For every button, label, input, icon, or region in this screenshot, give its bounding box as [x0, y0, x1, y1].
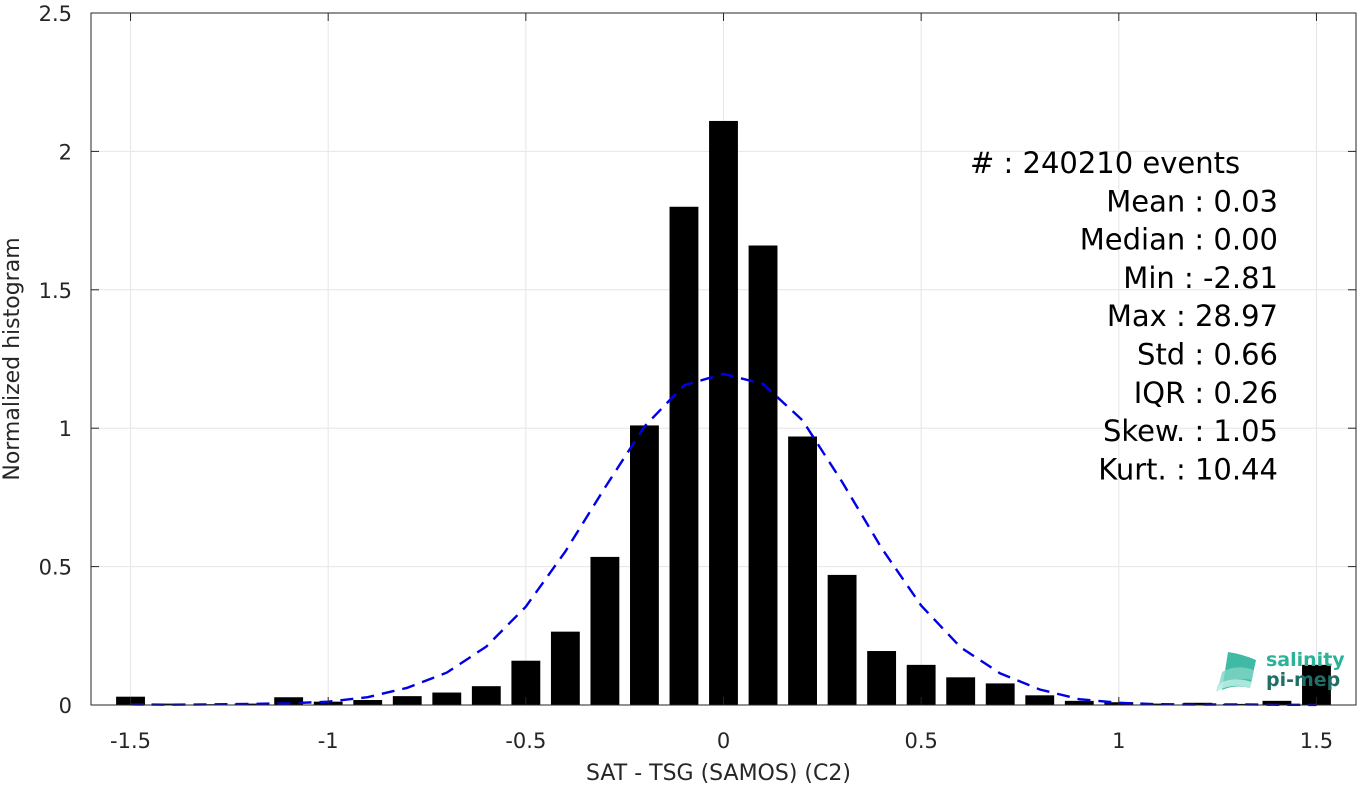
histogram-bar [353, 700, 383, 705]
stat-line: Mean : 0.03 [1106, 184, 1278, 218]
histogram-bar [1222, 703, 1252, 705]
stat-line: Min : -2.81 [1123, 261, 1278, 295]
histogram-bar [155, 703, 185, 705]
y-tick-label: 2.5 [39, 2, 72, 26]
stat-line: Kurt. : 10.44 [1098, 452, 1278, 486]
x-tick-label: 1 [1112, 729, 1125, 753]
histogram-bar [788, 436, 817, 705]
y-tick-label: 2 [59, 140, 72, 164]
histogram-bars [116, 120, 1331, 705]
y-tick-label: 1.5 [39, 279, 72, 303]
histogram-bar [985, 683, 1015, 705]
x-tick-label: 0 [717, 729, 730, 753]
histogram-bar [234, 703, 264, 705]
histogram-bar [1262, 700, 1292, 705]
histogram-bar [432, 692, 462, 705]
histogram-bar [590, 556, 620, 705]
x-axis-label: SAT - TSG (SAMOS) (C2) [586, 761, 851, 785]
x-tick-label: -1.5 [110, 729, 151, 753]
histogram-bar [867, 651, 897, 705]
histogram-bar [748, 245, 778, 705]
x-tick-label: 1.5 [1300, 729, 1333, 753]
histogram-bar [1025, 695, 1055, 705]
x-tick-label: 0.5 [904, 729, 937, 753]
histogram-bar [471, 686, 501, 705]
y-tick-label: 1 [59, 417, 72, 441]
axis-ticks: -1.5 -1 -0.5 0 0.5 1 1.5 0 0.5 1 1.5 2 2.5 [39, 2, 1356, 753]
histogram-bar [1143, 703, 1173, 705]
logo-line2: pi-mep [1266, 669, 1340, 691]
stat-line: Std : 0.66 [1137, 338, 1278, 372]
histogram-bar [946, 677, 976, 705]
x-tick-label: -1 [318, 729, 339, 753]
histogram-bar [1183, 702, 1213, 705]
stat-line: Median : 0.00 [1080, 223, 1278, 257]
stat-line: IQR : 0.26 [1134, 376, 1278, 410]
salinity-pi-mep-logo: salinity pi-mep [1216, 649, 1345, 692]
y-axis-label: Normalized histogram [0, 237, 25, 480]
stat-line: # : 240210 events [970, 146, 1240, 180]
histogram-bar [392, 696, 422, 705]
histogram-bar [1064, 700, 1094, 705]
histogram-bar [630, 425, 659, 705]
x-tick-label: -0.5 [505, 729, 546, 753]
histogram-bar [827, 574, 857, 705]
histogram-bar [550, 631, 580, 705]
histogram-bar [274, 697, 304, 705]
logo-wave-icon [1216, 652, 1256, 692]
stats-box: # : 240210 events Mean : 0.03 Median : 0.0… [970, 146, 1278, 486]
y-tick-label: 0.5 [39, 556, 72, 580]
histogram-bar [669, 206, 699, 705]
histogram-bar [709, 120, 738, 705]
logo-line1: salinity [1266, 649, 1345, 671]
y-tick-label: 0 [59, 694, 72, 718]
stat-line: Max : 28.97 [1107, 299, 1278, 333]
stat-line: Skew. : 1.05 [1103, 414, 1278, 448]
